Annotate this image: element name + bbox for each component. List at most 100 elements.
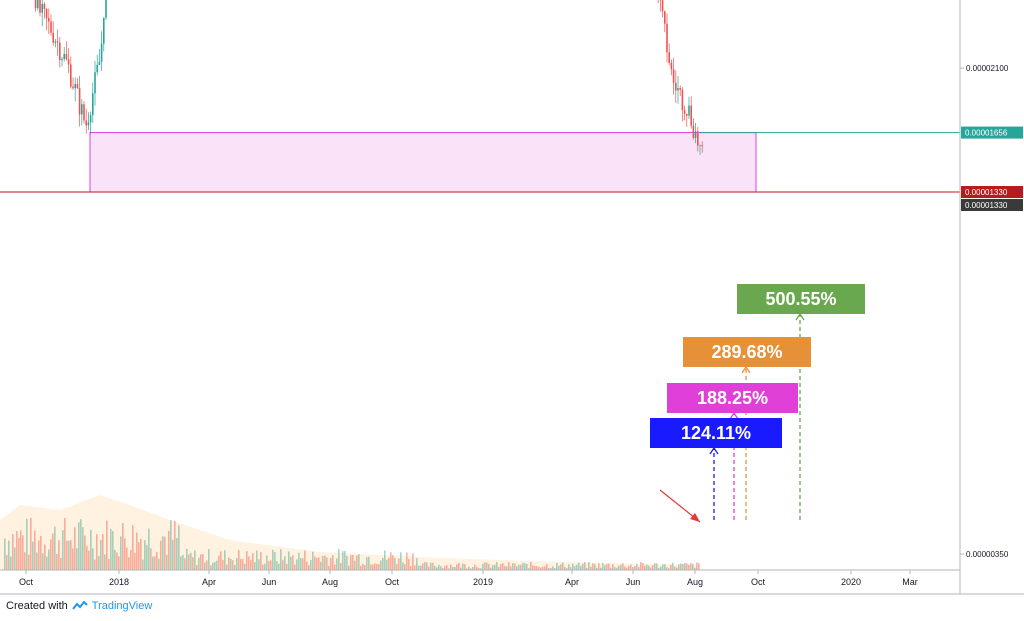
volume-bar (574, 566, 576, 570)
volume-bar (552, 566, 554, 570)
volume-bar (500, 564, 502, 570)
volume-bar (496, 562, 498, 570)
volume-bar (490, 567, 492, 570)
volume-bar (630, 564, 632, 570)
volume-bar (404, 564, 406, 570)
volume-bar (424, 562, 426, 570)
volume-bar (620, 564, 622, 570)
volume-bar (316, 557, 318, 570)
volume-bar (174, 521, 176, 570)
volume-bar (430, 562, 432, 570)
volume-bar (366, 557, 368, 570)
volume-bar (282, 560, 284, 570)
volume-bar (126, 547, 128, 570)
volume-bar (658, 567, 660, 570)
volume-bar (338, 549, 340, 570)
volume-bar (622, 563, 624, 570)
candle-body (699, 145, 701, 147)
volume-bar (470, 568, 472, 570)
plot-background (0, 0, 1024, 594)
volume-bar (50, 539, 52, 570)
volume-bar (594, 564, 596, 570)
volume-bar (144, 540, 146, 570)
volume-bar (668, 568, 670, 570)
volume-bar (660, 566, 662, 570)
volume-bar (262, 564, 264, 570)
x-tick-label: 2018 (109, 577, 129, 587)
y-tick-label: 0.00000350 (966, 550, 1009, 559)
x-tick-label: Jun (262, 577, 277, 587)
volume-bar (384, 550, 386, 570)
volume-bar (486, 562, 488, 570)
volume-bar (374, 563, 376, 570)
volume-bar (428, 566, 430, 570)
volume-bar (228, 557, 230, 570)
volume-bar (102, 534, 104, 570)
volume-bar (454, 566, 456, 570)
footer-brand[interactable]: TradingView (91, 600, 153, 612)
price-levels: 0.000080000.000060820.000044990.00003531… (0, 126, 1023, 212)
volume-bar (378, 564, 380, 570)
volume-bar (426, 562, 428, 570)
volume-bar (358, 554, 360, 570)
candle-body (694, 131, 697, 138)
volume-bar (692, 563, 694, 570)
candle-body (78, 88, 81, 115)
candle-body (59, 42, 61, 61)
volume-bar (392, 555, 394, 570)
volume-bar (546, 563, 548, 570)
volume-bar (294, 564, 296, 570)
volume-bar (532, 565, 534, 570)
volume-bar (674, 566, 676, 570)
volume-bar (324, 555, 326, 570)
volume-bar (96, 534, 98, 570)
volume-bar (220, 551, 222, 570)
volume-bar (284, 556, 286, 570)
volume-bar (492, 565, 494, 570)
volume-bar (134, 552, 136, 570)
volume-bar (562, 562, 564, 570)
volume-bar (408, 559, 410, 570)
candle-body (45, 8, 48, 19)
volume-bar (650, 567, 652, 570)
volume-bar (488, 563, 490, 570)
volume-bar (192, 557, 194, 570)
candle-body (63, 53, 65, 59)
volume-bar (122, 522, 124, 570)
volume-bar (290, 556, 292, 570)
y-tick-label: 0.00002100 (966, 64, 1009, 73)
volume-bar (224, 550, 226, 570)
volume-bar (164, 536, 166, 570)
volume-bar (460, 567, 462, 570)
volume-bar (160, 540, 162, 570)
volume-bar (140, 538, 142, 570)
volume-bar (612, 564, 614, 570)
volume-bar (698, 563, 700, 570)
volume-bar (462, 563, 464, 570)
volume-bar (306, 561, 308, 570)
volume-bar (100, 539, 102, 570)
volume-bar (74, 527, 76, 570)
volume-bar (422, 563, 424, 570)
volume-bar (110, 528, 112, 570)
volume-bar (194, 550, 196, 570)
volume-bar (478, 567, 480, 570)
candle-body (100, 43, 103, 62)
volume-bar (38, 540, 40, 570)
volume-bar (504, 565, 506, 570)
volume-bar (88, 550, 90, 570)
volume-bar (636, 564, 638, 570)
volume-bar (210, 565, 212, 570)
zones (89, 132, 757, 193)
volume-bar (64, 517, 66, 570)
volume-bar (198, 557, 200, 570)
target-box (737, 284, 865, 314)
volume-bar (506, 566, 508, 570)
volume-bar (654, 563, 656, 570)
volume-bar (266, 555, 268, 570)
volume-bar (246, 551, 248, 570)
volume-bar (474, 564, 476, 570)
tradingview-logo-icon[interactable] (71, 601, 88, 611)
volume-bar (536, 566, 538, 570)
volume-bar (128, 557, 130, 570)
